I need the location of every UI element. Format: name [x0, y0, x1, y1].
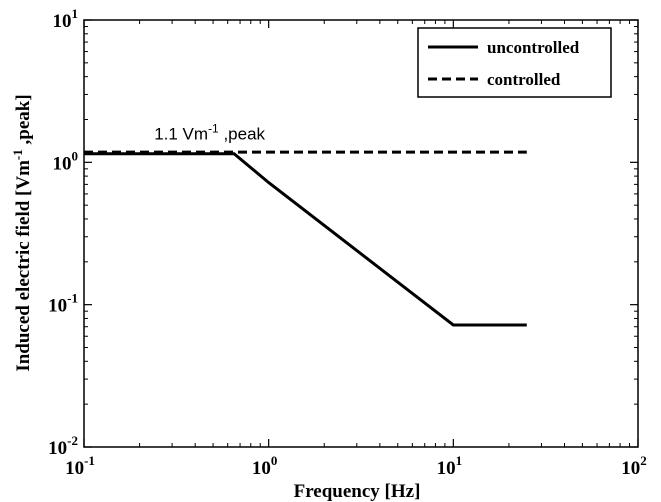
x-tick-label: 102: [621, 453, 647, 479]
x-tick-label: 101: [437, 453, 463, 479]
legend: uncontrolled controlled: [417, 27, 612, 98]
annotation-label: 1.1 Vm-1 ,peak: [154, 121, 265, 143]
legend-label-uncontrolled: uncontrolled: [487, 38, 580, 57]
series-line-uncontrolled: [84, 152, 527, 327]
y-tick-label: 100: [53, 148, 79, 174]
y-axis-label: Induced electric field [Vm-1 ,peak]: [10, 94, 34, 371]
legend-box: [417, 27, 612, 98]
x-tick-label: 10-1: [65, 453, 95, 479]
x-tick-label: 100: [252, 453, 278, 479]
legend-label-controlled: controlled: [487, 70, 561, 89]
major-ticks: [83, 19, 639, 448]
series-layer: [84, 150, 527, 327]
minor-ticks: [84, 20, 638, 447]
x-axis-label: Frequency [Hz]: [294, 481, 421, 502]
y-tick-label: 10-2: [48, 433, 78, 459]
y-tick-label: 101: [53, 6, 79, 32]
y-tick-label: 10-1: [48, 291, 78, 317]
